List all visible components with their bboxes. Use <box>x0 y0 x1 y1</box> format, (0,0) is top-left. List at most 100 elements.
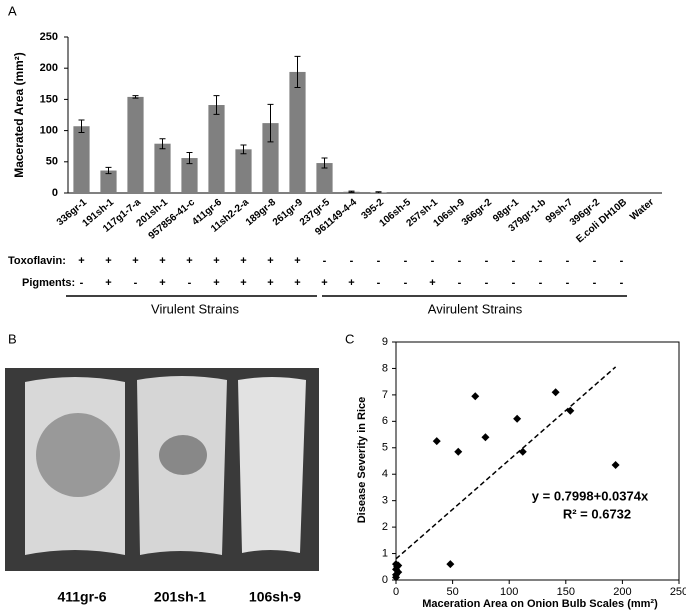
row-mark: - <box>593 255 597 267</box>
bar <box>181 158 198 193</box>
point <box>513 414 522 423</box>
y-tick-label: 150 <box>40 93 58 105</box>
x-tick-label: 366gr-2 <box>460 197 495 229</box>
row-mark: + <box>294 255 300 267</box>
row-mark: - <box>350 255 354 267</box>
y-tick-label: 7 <box>382 389 388 401</box>
photo-label: 411gr-6 <box>57 589 106 605</box>
error-bar <box>159 138 166 150</box>
x-axis-label: Maceration Area on Onion Bulb Scales (mm… <box>422 598 658 610</box>
point <box>566 406 575 415</box>
y-tick-label: 200 <box>40 62 58 74</box>
bar <box>154 143 171 193</box>
photo-label: 106sh-9 <box>249 589 301 605</box>
row-mark: - <box>485 255 489 267</box>
row-mark: + <box>213 277 219 289</box>
point <box>471 392 480 401</box>
x-tick-label: 200 <box>613 586 631 598</box>
y-tick-label: 5 <box>382 442 388 454</box>
row-mark: + <box>348 277 354 289</box>
row-mark: - <box>134 277 138 289</box>
bar <box>73 126 90 193</box>
point <box>392 560 400 569</box>
y-tick-label: 0 <box>52 187 58 199</box>
error-bar <box>321 157 328 169</box>
error-bar <box>186 151 193 165</box>
x-tick-label: 50 <box>446 586 458 598</box>
row-mark: - <box>377 255 381 267</box>
group-label: Avirulent Strains <box>428 301 523 316</box>
photo: 411gr-6 201sh-1 106sh-9 <box>5 368 319 605</box>
row-mark: - <box>566 255 570 267</box>
fit-r2: R² = 0.6732 <box>563 506 631 521</box>
trend-line <box>395 366 617 560</box>
row-mark: - <box>485 277 489 289</box>
x-tick-label: Water <box>628 197 656 223</box>
row-mark: + <box>294 277 300 289</box>
fit-equation: y = 0.7998+0.0374x <box>532 488 649 503</box>
row-label: Pigments: <box>22 277 75 289</box>
row-mark: + <box>159 255 165 267</box>
row-mark: - <box>80 277 84 289</box>
error-bar <box>213 95 220 115</box>
panel-label: C <box>345 331 354 346</box>
y-tick-label: 6 <box>382 415 388 427</box>
row-mark: - <box>512 277 516 289</box>
row-mark: - <box>620 255 624 267</box>
y-axis-label: Disease Severity in Rice <box>356 397 368 524</box>
row-mark: + <box>105 255 111 267</box>
group-label: Virulent Strains <box>151 301 239 316</box>
error-bar <box>267 103 274 143</box>
bar <box>262 123 279 193</box>
point <box>481 433 490 442</box>
panel-label: A <box>8 3 17 18</box>
bar <box>316 163 333 193</box>
row-mark: - <box>539 255 543 267</box>
row-mark: + <box>267 255 273 267</box>
row-mark: - <box>323 255 327 267</box>
error-bar <box>348 190 355 193</box>
row-label: Toxoflavin: <box>8 255 66 267</box>
row-mark: - <box>404 277 408 289</box>
row-mark: - <box>458 255 462 267</box>
row-mark: + <box>105 277 111 289</box>
y-tick-label: 2 <box>382 521 388 533</box>
row-mark: - <box>458 277 462 289</box>
error-bar <box>105 166 112 175</box>
panel-label: B <box>8 331 17 346</box>
error-bar <box>375 191 382 194</box>
y-tick-label: 50 <box>46 156 58 168</box>
row-mark: + <box>186 255 192 267</box>
y-tick-label: 3 <box>382 495 388 507</box>
error-bar <box>240 144 247 155</box>
row-mark: + <box>321 277 327 289</box>
row-mark: + <box>213 255 219 267</box>
row-mark: - <box>539 277 543 289</box>
x-tick-label: 100 <box>500 586 518 598</box>
x-tick-label: 250 <box>670 586 686 598</box>
point <box>392 565 400 574</box>
y-tick-label: 9 <box>382 336 388 348</box>
y-axis-label: Macerated Area (mm²) <box>12 52 26 178</box>
y-tick-label: 1 <box>382 547 388 559</box>
point <box>432 437 441 446</box>
y-tick-label: 100 <box>40 125 58 137</box>
photo-label: 201sh-1 <box>154 589 206 605</box>
point <box>611 460 620 469</box>
x-tick-label: 0 <box>393 586 399 598</box>
error-bar <box>78 119 85 133</box>
error-bar <box>132 95 139 99</box>
row-mark: + <box>267 277 273 289</box>
row-mark: + <box>240 277 246 289</box>
row-mark: - <box>512 255 516 267</box>
row-mark: + <box>132 255 138 267</box>
row-mark: - <box>593 277 597 289</box>
point <box>518 447 527 456</box>
y-tick-label: 0 <box>382 574 388 586</box>
row-mark: - <box>620 277 624 289</box>
bar <box>100 170 117 193</box>
x-tick-label: 150 <box>557 586 575 598</box>
bar <box>127 96 144 193</box>
error-bar <box>294 55 301 89</box>
